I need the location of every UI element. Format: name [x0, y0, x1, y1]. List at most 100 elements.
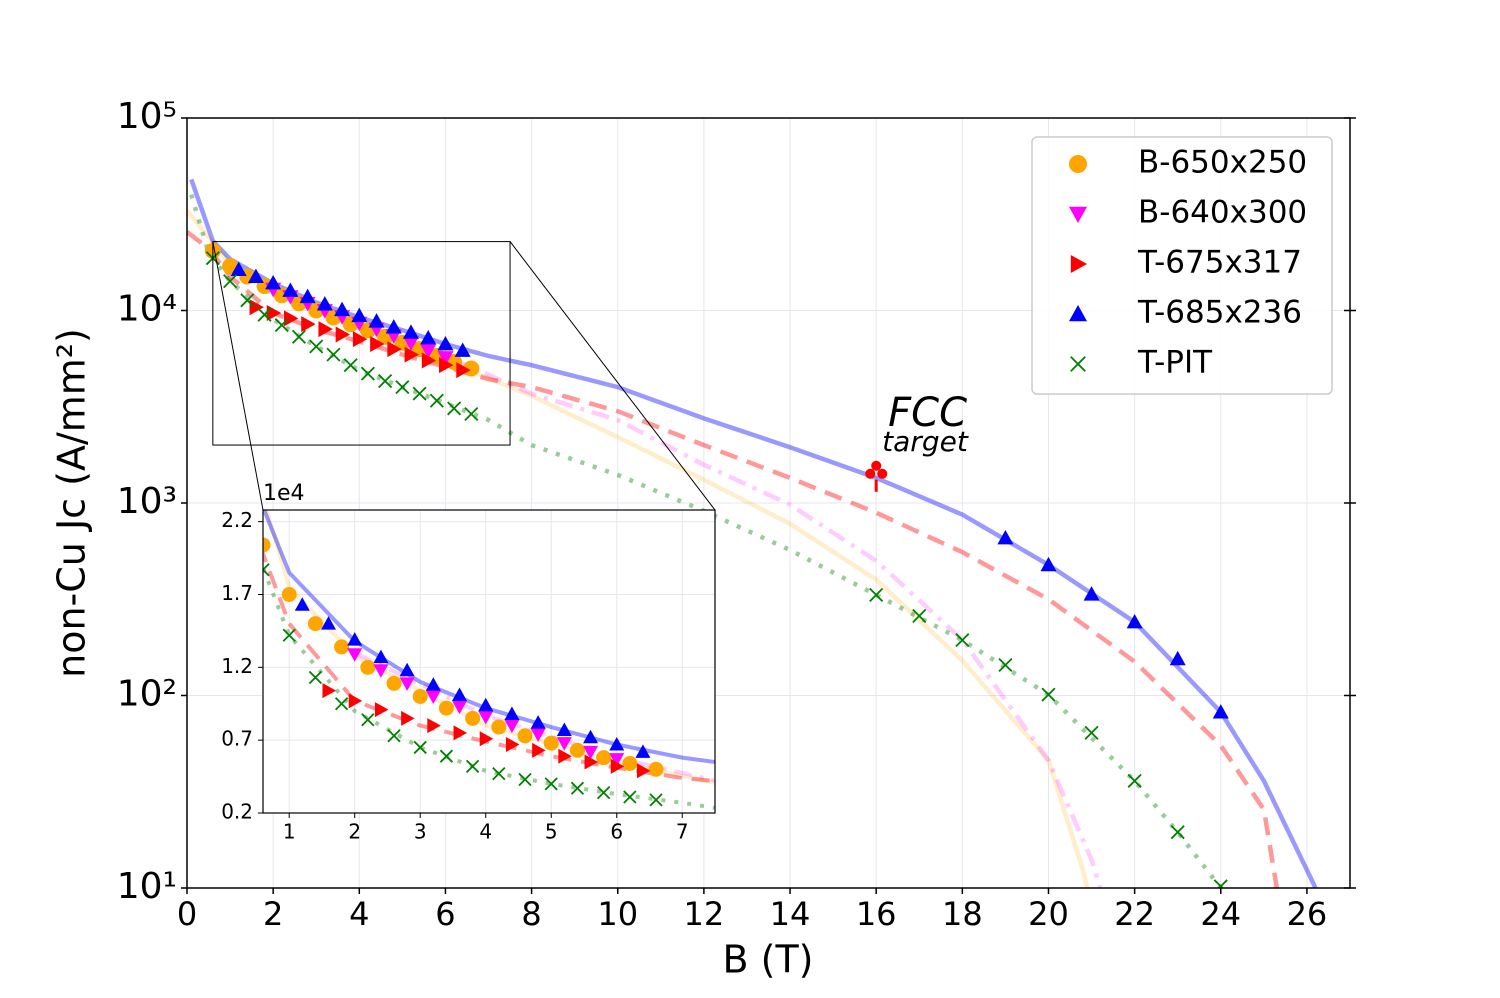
data-point [649, 793, 663, 807]
data-point [452, 700, 468, 715]
data-point [463, 360, 480, 377]
plot-area [263, 510, 1474, 846]
x-tick-label: 6 [435, 895, 455, 933]
data-point [505, 737, 520, 753]
data-point [281, 586, 297, 602]
data-point [622, 755, 638, 771]
data-point [1462, 834, 1474, 846]
inset-offset-label: 1e4 [263, 481, 305, 506]
data-point [530, 728, 546, 742]
data-point [360, 366, 375, 381]
annotation-subtitle: target [882, 425, 969, 458]
data-point [294, 597, 310, 611]
data-point [517, 728, 533, 744]
x-tick-label: 20 [1028, 895, 1069, 933]
data-point [404, 346, 419, 363]
data-point [491, 719, 507, 735]
data-point [223, 274, 238, 289]
data-point [385, 319, 402, 334]
data-point [998, 657, 1013, 673]
data-point [569, 742, 585, 758]
zoom-connector [212, 241, 264, 511]
data-point [420, 329, 437, 345]
data-point [532, 742, 546, 758]
fit-line [263, 548, 715, 783]
data-point [437, 335, 454, 351]
annotation-title: FCC [888, 390, 967, 436]
data-point [452, 687, 468, 702]
data-point [556, 722, 572, 736]
data-point [504, 719, 520, 734]
data-point [321, 616, 337, 630]
data-point [326, 347, 341, 362]
legend-marker [1070, 255, 1087, 273]
data-point [438, 700, 454, 716]
data-point [263, 537, 271, 553]
plot-area [187, 178, 1318, 888]
data-point [240, 293, 255, 308]
legend-marker [1070, 356, 1086, 372]
data-point [322, 683, 337, 699]
data-point [291, 329, 307, 344]
data-point [1083, 586, 1100, 601]
data-point [636, 763, 651, 779]
data-point [597, 785, 611, 800]
data-point [370, 335, 385, 352]
data-point [427, 718, 441, 734]
x-axis-label: B (T) [722, 938, 813, 982]
data-point [584, 754, 599, 770]
data-point [464, 406, 479, 422]
data-point [583, 729, 599, 744]
data-point [263, 563, 270, 577]
inset-x-tick-label: 2 [348, 820, 361, 844]
data-point [635, 744, 651, 758]
data-point [439, 749, 454, 763]
data-point [318, 321, 333, 338]
data-point [454, 342, 471, 357]
inset-y-tick-label: 0.2 [221, 800, 253, 824]
legend-marker [1069, 155, 1087, 173]
data-point [412, 688, 428, 704]
data-point [282, 628, 296, 642]
data-point [492, 767, 506, 781]
y-tick-label: 10¹ [117, 866, 177, 907]
data-point [453, 725, 468, 741]
data-point [955, 633, 970, 648]
data-point [439, 357, 454, 374]
data-point [373, 664, 389, 678]
inset-x-tick-label: 3 [414, 820, 427, 844]
inset-x-tick-label: 7 [676, 820, 689, 844]
data-point [334, 697, 349, 711]
inset-x-tick-label: 6 [610, 820, 623, 844]
x-tick-label: 8 [521, 895, 541, 933]
data-point [335, 326, 351, 343]
data-point [413, 740, 427, 755]
data-point [402, 336, 419, 351]
fit-line [187, 230, 1280, 888]
data-point [334, 639, 350, 655]
data-point [447, 401, 462, 416]
legend-label: T-PIT [1137, 345, 1213, 381]
data-point [402, 324, 419, 339]
inset-x-tick-label: 5 [545, 820, 558, 844]
data-point [347, 632, 363, 646]
data-point [386, 675, 402, 691]
legend-label: T-675x317 [1137, 245, 1302, 281]
data-point [230, 261, 247, 277]
data-point [368, 313, 385, 328]
legend-box [1031, 136, 1333, 395]
data-point [308, 670, 323, 685]
y-tick-label: 10⁵ [117, 96, 177, 137]
data-point [583, 745, 599, 760]
data-point [420, 344, 437, 359]
data-point [249, 299, 264, 316]
inset-x-tick-label: 1 [283, 820, 296, 844]
x-tick-label: 16 [856, 895, 897, 933]
data-point [912, 608, 927, 623]
data-point [401, 710, 415, 726]
data-point [316, 296, 333, 311]
x-tick-label: 24 [1200, 895, 1241, 933]
data-point [478, 710, 494, 725]
data-point [283, 310, 299, 327]
zoom-connector [509, 241, 716, 511]
